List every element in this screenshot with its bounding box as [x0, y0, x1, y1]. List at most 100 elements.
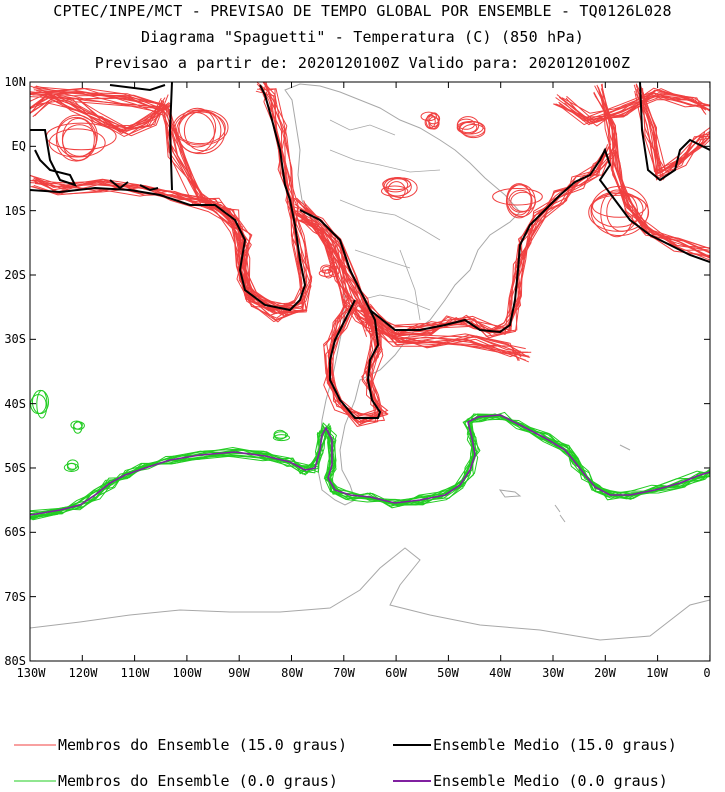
- lat-label: 10N: [4, 75, 26, 89]
- member-15-contour: [360, 144, 609, 337]
- island-coastline: [498, 444, 631, 523]
- members-0-contours: [30, 389, 710, 521]
- member-0-contour: [31, 413, 710, 519]
- member-0-contour: [70, 420, 83, 430]
- lat-label: 70S: [4, 590, 26, 604]
- members-15-contours: [30, 82, 710, 427]
- member-15-contour: [385, 177, 418, 199]
- member-15-contour: [364, 326, 529, 363]
- member-15-contour: [30, 83, 303, 310]
- member-15-contour: [178, 107, 217, 148]
- member-15-contour: [30, 87, 312, 312]
- member-15-contour: [369, 151, 615, 337]
- member-15-contour: [329, 261, 338, 273]
- member-15-contour: [366, 146, 610, 338]
- member-15-contour: [366, 323, 522, 358]
- member-15-contour: [359, 153, 604, 335]
- member-15-contour: [30, 92, 171, 130]
- member-15-contour: [564, 92, 710, 120]
- lon-label: 90W: [228, 666, 250, 680]
- lon-label: 80W: [281, 666, 303, 680]
- member-15-contour: [295, 199, 380, 417]
- member-15-contour: [30, 82, 312, 323]
- member-15-contour: [61, 117, 95, 161]
- member-15-contour: [642, 92, 710, 170]
- legend-members-15: Membros do Ensemble (15.0 graus): [58, 736, 347, 754]
- member-15-contour: [303, 200, 386, 423]
- member-15-contour: [382, 177, 409, 193]
- member-15-contour: [367, 149, 616, 334]
- lon-label: 20W: [594, 666, 616, 680]
- member-15-contour: [558, 93, 710, 126]
- member-0-contour: [66, 459, 79, 470]
- member-15-contour: [183, 110, 222, 152]
- lon-label: 10W: [646, 666, 668, 680]
- lat-label: 40S: [4, 397, 26, 411]
- lat-label: 10S: [4, 204, 26, 218]
- member-15-contour: [369, 143, 612, 334]
- member-0-contour: [32, 413, 710, 521]
- member-15-contour: [34, 177, 290, 307]
- member-0-contour: [30, 413, 710, 519]
- member-15-contour: [459, 120, 486, 137]
- member-0-contour: [73, 421, 85, 430]
- lon-label: 100W: [172, 666, 202, 680]
- member-15-contour: [594, 85, 710, 258]
- member-15-contour: [34, 181, 296, 309]
- member-15-contour: [561, 96, 710, 114]
- member-15-contour: [366, 148, 607, 339]
- member-15-contour: [300, 217, 370, 326]
- member-15-contour: [635, 93, 710, 181]
- antarctica-coastline: [30, 547, 710, 641]
- member-15-contour: [508, 189, 533, 213]
- member-0-contour: [30, 418, 709, 518]
- member-15-contour: [363, 151, 613, 336]
- member-0-contour: [30, 394, 47, 415]
- lon-label: 70W: [333, 666, 355, 680]
- lat-label: 60S: [4, 525, 26, 539]
- member-15-contour: [324, 268, 334, 279]
- legend-mean-0: Ensemble Medio (0.0 graus): [433, 772, 668, 790]
- member-15-contour: [30, 182, 302, 309]
- member-15-contour: [639, 90, 710, 174]
- member-0-contour: [30, 416, 710, 519]
- member-15-contour: [172, 109, 229, 146]
- member-15-contour: [371, 149, 605, 334]
- country-borders: [329, 119, 441, 321]
- lat-label: 30S: [4, 332, 26, 346]
- member-15-contour: [588, 192, 650, 232]
- member-15-contour: [592, 194, 647, 218]
- member-0-contour: [36, 389, 48, 419]
- member-15-contour: [56, 114, 98, 158]
- member-15-contour: [370, 143, 616, 336]
- axis-ticks: [29, 81, 711, 662]
- lon-label: 0: [703, 666, 711, 680]
- member-15-contour: [294, 203, 382, 426]
- member-15-contour: [458, 122, 478, 134]
- member-15-contour: [55, 116, 97, 162]
- lon-label: 110W: [120, 666, 150, 680]
- member-15-contour: [174, 111, 226, 145]
- member-0-contour: [273, 431, 288, 439]
- member-15-contour: [600, 84, 710, 261]
- legend-members-0: Membros do Ensemble (0.0 graus): [58, 772, 338, 790]
- lon-label: 60W: [385, 666, 407, 680]
- lon-label: 130W: [16, 666, 46, 680]
- legend-mean-15: Ensemble Medio (15.0 graus): [433, 736, 677, 754]
- lon-label: 30W: [542, 666, 564, 680]
- member-15-contour: [301, 218, 378, 328]
- ensemble-mean-0-contour: [30, 414, 710, 516]
- member-15-contour: [365, 156, 605, 338]
- member-15-contour: [32, 183, 297, 307]
- ensemble-mean-15-contour: [30, 82, 710, 419]
- member-15-contour: [492, 187, 543, 206]
- lat-label: 20S: [4, 268, 26, 282]
- member-15-contour: [328, 265, 340, 278]
- member-15-contour: [600, 189, 634, 238]
- lon-label: 120W: [68, 666, 98, 680]
- member-0-contour: [30, 413, 710, 512]
- member-15-contour: [426, 113, 441, 125]
- member-15-contour: [505, 184, 533, 219]
- lon-label: 50W: [437, 666, 459, 680]
- lat-label: 50S: [4, 461, 26, 475]
